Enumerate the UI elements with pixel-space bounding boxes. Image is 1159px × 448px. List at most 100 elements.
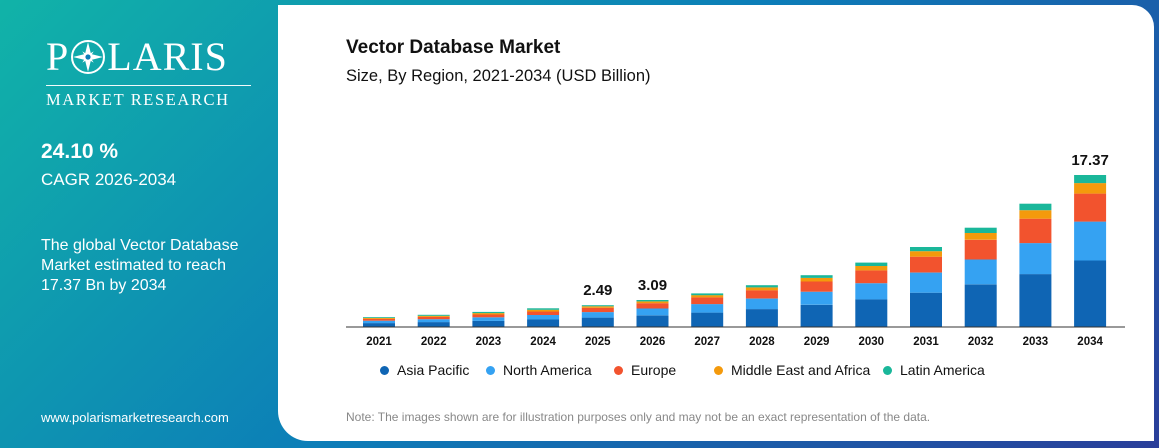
logo-letter: L — [107, 34, 133, 79]
bar-segment-europe — [581, 307, 614, 313]
legend-label: North America — [503, 362, 592, 378]
bar-segment-europe — [800, 281, 833, 292]
bar-segment-europe — [910, 256, 942, 273]
cagr-value: 24.10 % — [41, 140, 119, 163]
bar-segment-asia-pacific — [363, 323, 395, 327]
bar-segment-north-america — [800, 291, 833, 305]
legend-marker — [883, 365, 892, 375]
x-tick-label: 2032 — [968, 336, 994, 348]
bar-segment-north-america — [417, 319, 450, 323]
legend-label: Middle East and Africa — [731, 362, 871, 378]
bar-segment-north-america — [855, 283, 888, 300]
logo-subtitle: MARKET RESEARCH — [46, 90, 230, 109]
bar-segment-asia-pacific — [417, 322, 450, 327]
x-tick-label: 2028 — [749, 336, 775, 348]
bar-segment-latin-america — [691, 293, 724, 296]
bar-segment-latin-america — [581, 305, 614, 307]
bar-segment-north-america — [527, 315, 560, 320]
bar-segment-middle-east-and-africa — [581, 306, 614, 308]
legend-label: Latin America — [900, 362, 985, 378]
compass-star-icon — [71, 40, 106, 74]
bar-segment-middle-east-and-africa — [417, 315, 450, 317]
legend-marker — [714, 365, 723, 375]
x-tick-label: 2027 — [694, 336, 720, 348]
bar-segment-middle-east-and-africa — [1019, 210, 1052, 219]
bar-segment-latin-america — [1019, 203, 1052, 211]
legend-item: Middle East and Africa — [714, 362, 870, 378]
bar-segment-latin-america — [472, 311, 505, 314]
legend-marker — [380, 365, 389, 375]
bar-segment-asia-pacific — [910, 292, 942, 327]
bar-segment-europe — [745, 290, 778, 299]
bar-segment-europe — [964, 239, 997, 260]
website-link[interactable]: www.polarismarketresearch.com — [41, 410, 229, 425]
data-label: 17.37 — [1071, 152, 1109, 169]
bar-segment-europe — [417, 316, 450, 320]
bar-segment-middle-east-and-africa — [691, 295, 724, 298]
x-tick-label: 2033 — [1023, 336, 1049, 348]
bar-segment-middle-east-and-africa — [1074, 183, 1107, 194]
legend-marker — [486, 365, 495, 375]
bar-segment-asia-pacific — [472, 320, 505, 327]
disclaimer-note: Note: The images shown are for illustrat… — [346, 410, 931, 424]
bar-segment-europe — [472, 314, 505, 318]
bar-segment-latin-america — [855, 262, 888, 266]
logo-letter: S — [204, 34, 228, 79]
bar-segment-asia-pacific — [636, 315, 669, 327]
bar-segment-latin-america — [910, 247, 942, 252]
chart-card: Vector Database Market Size, By Region, … — [278, 5, 1154, 441]
x-tick-label: 2030 — [859, 336, 885, 348]
bar-segment-north-america — [472, 317, 505, 321]
bar-segment-europe — [1074, 193, 1107, 222]
legend-label: Asia Pacific — [397, 362, 470, 378]
bar-segment-latin-america — [1074, 175, 1107, 184]
bar-segment-asia-pacific — [1019, 274, 1052, 327]
bar-segment-europe — [636, 303, 669, 309]
x-tick-label: 2034 — [1077, 336, 1103, 348]
x-tick-label: 2026 — [640, 336, 666, 348]
bar-segment-latin-america — [527, 308, 560, 310]
bar-segment-middle-east-and-africa — [964, 232, 997, 240]
chart-subtitle: Size, By Region, 2021-2034 (USD Billion) — [346, 67, 651, 85]
bar-segment-north-america — [964, 259, 997, 285]
logo-letter: I — [190, 34, 205, 79]
bar-segment-middle-east-and-africa — [855, 266, 888, 271]
bar-segment-middle-east-and-africa — [527, 309, 560, 312]
bar-segment-europe — [1019, 218, 1052, 244]
bar-segment-asia-pacific — [691, 312, 724, 327]
bar-segment-latin-america — [800, 275, 833, 278]
x-tick-label: 2029 — [804, 336, 830, 348]
bar-segment-middle-east-and-africa — [363, 317, 395, 319]
bar-segment-asia-pacific — [745, 309, 778, 327]
x-tick-label: 2031 — [913, 336, 939, 348]
chart-title: Vector Database Market — [346, 37, 561, 58]
legend-item: Europe — [614, 362, 676, 378]
market-summary: The global Vector Database Market estima… — [41, 237, 239, 294]
cagr-label: CAGR 2026-2034 — [41, 170, 177, 189]
x-tick-label: 2023 — [476, 336, 502, 348]
bar-segment-asia-pacific — [1074, 260, 1107, 327]
bar-segment-latin-america — [417, 314, 450, 316]
logo-letter: A — [132, 34, 163, 79]
logo-letter: R — [162, 34, 191, 79]
bar-segment-middle-east-and-africa — [800, 277, 833, 282]
bar-segment-middle-east-and-africa — [745, 287, 778, 291]
bar-segment-north-america — [363, 320, 395, 324]
legend-item: Latin America — [883, 362, 985, 378]
bar-segment-north-america — [691, 304, 724, 313]
x-tick-label: 2025 — [585, 336, 611, 348]
data-label: 3.09 — [638, 277, 667, 294]
bar-segment-asia-pacific — [581, 317, 614, 327]
x-tick-label: 2021 — [366, 336, 392, 348]
bar-segment-north-america — [1019, 243, 1052, 275]
bar-segment-middle-east-and-africa — [636, 301, 669, 304]
logo-divider — [46, 85, 251, 86]
bar-segment-middle-east-and-africa — [910, 251, 942, 257]
logo-letter: P — [46, 34, 70, 79]
bar-segment-asia-pacific — [964, 284, 997, 327]
legend-label: Europe — [631, 362, 677, 378]
bar-segment-latin-america — [363, 317, 395, 318]
